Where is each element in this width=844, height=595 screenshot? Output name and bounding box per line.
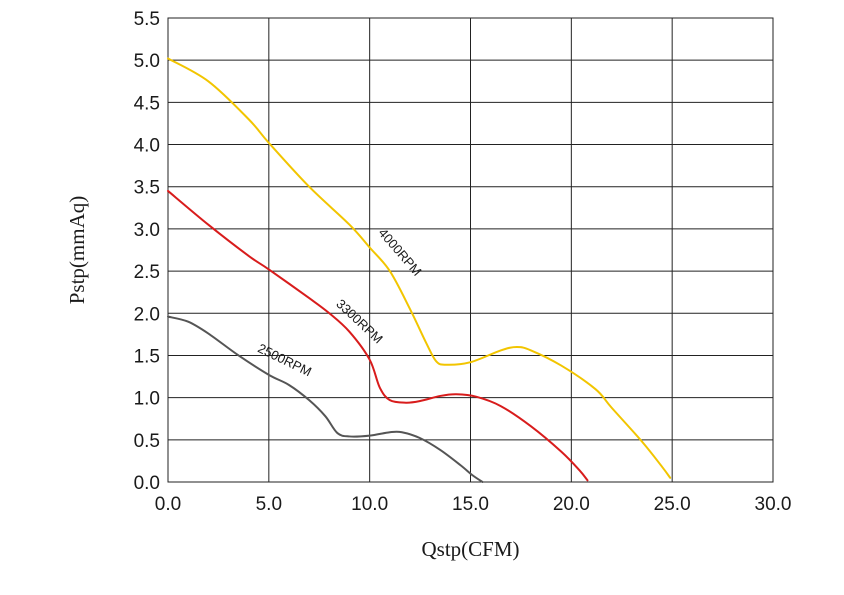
y-tick-label: 1.5 [134, 346, 160, 367]
y-tick-label: 5.5 [134, 9, 160, 30]
series-label-3300rpm: 3300RPM [333, 296, 386, 346]
x-tick-label: 30.0 [755, 494, 792, 515]
tick-labels: 0.0 5.0 10.0 15.0 20.0 25.0 30.0 0.0 0.5 1.0 1.5 2.… [134, 9, 792, 515]
series-line-4000rpm [167, 57, 672, 479]
y-tick-label: 4.5 [134, 93, 160, 114]
y-tick-label: 5.0 [134, 51, 160, 72]
series-line-3300rpm [167, 189, 589, 482]
x-tick-label: 10.0 [351, 494, 388, 515]
x-tick-label: 0.0 [155, 494, 181, 515]
y-tick-label: 0.0 [134, 473, 160, 494]
y-tick-label: 0.5 [134, 431, 160, 452]
series-group [167, 57, 672, 483]
x-tick-label: 15.0 [452, 494, 489, 515]
x-tick-label: 20.0 [553, 494, 590, 515]
y-tick-label: 2.5 [134, 262, 160, 283]
y-tick-label: 3.5 [134, 178, 160, 199]
y-tick-label: 4.0 [134, 136, 160, 157]
series-label-2500rpm: 2500RPM [255, 340, 314, 379]
x-tick-label: 5.0 [256, 494, 282, 515]
plot-frame [167, 17, 774, 483]
y-tick-label: 2.0 [134, 304, 160, 325]
grid [167, 17, 774, 483]
series-line-2500rpm [167, 315, 484, 483]
y-tick-label: 1.0 [134, 389, 160, 410]
y-axis-title: Pstp(mmAq) [65, 196, 89, 305]
x-axis-title: Qstp(CFM) [421, 537, 519, 561]
x-tick-label: 25.0 [654, 494, 691, 515]
y-tick-label: 3.0 [134, 220, 160, 241]
